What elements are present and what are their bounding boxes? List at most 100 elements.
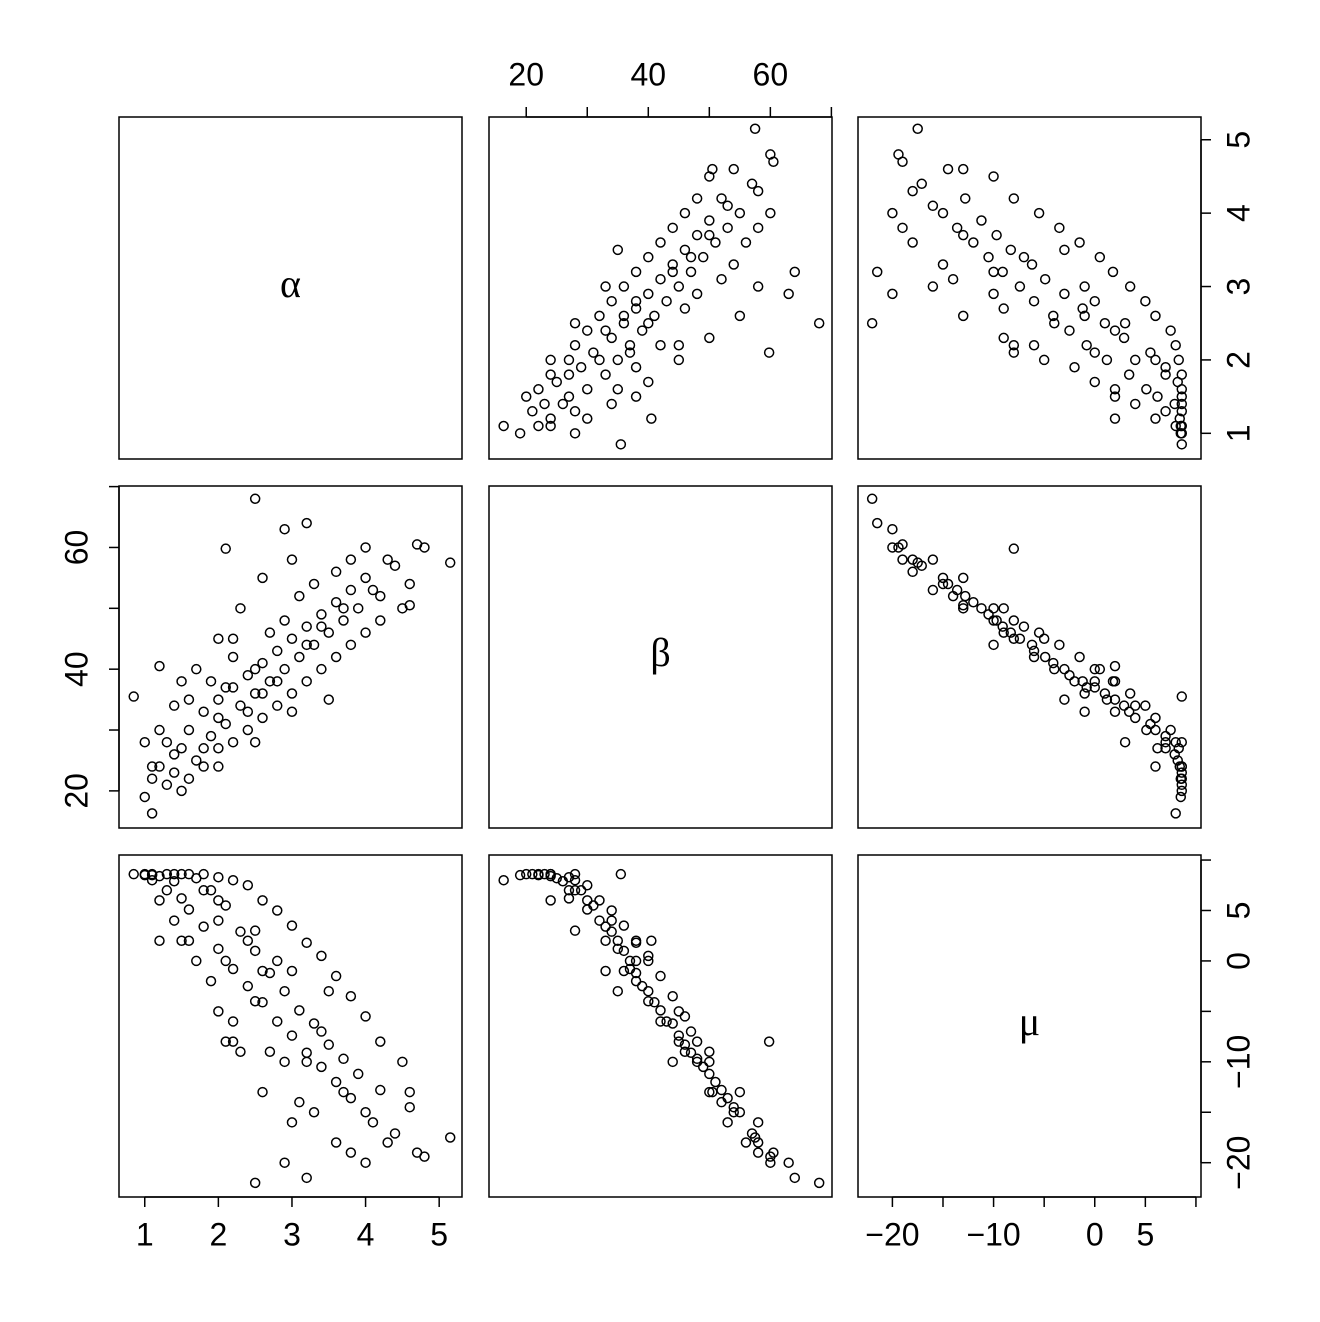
point <box>539 398 550 410</box>
point <box>624 955 636 967</box>
point <box>227 963 239 975</box>
point <box>294 651 305 663</box>
point <box>643 317 654 329</box>
point <box>937 572 949 584</box>
point <box>404 578 415 590</box>
point <box>257 657 268 669</box>
point <box>330 651 342 663</box>
point <box>897 156 908 168</box>
variable-label: μ <box>1019 999 1040 1044</box>
point <box>752 1117 764 1128</box>
point <box>301 1056 312 1068</box>
point <box>520 868 532 880</box>
point <box>242 670 254 681</box>
point <box>752 185 764 197</box>
point <box>1064 325 1075 336</box>
point <box>176 868 187 880</box>
point <box>161 868 173 880</box>
point <box>279 985 290 997</box>
point <box>722 200 733 212</box>
point <box>887 523 898 535</box>
point <box>582 895 593 906</box>
point <box>257 965 268 977</box>
point <box>139 868 151 880</box>
x-tick-label: −10 <box>966 1216 1020 1252</box>
scatter-panel <box>866 493 1188 819</box>
point <box>569 868 581 880</box>
point <box>728 1101 739 1113</box>
point <box>907 237 918 248</box>
point <box>643 376 654 388</box>
point <box>968 596 979 608</box>
point <box>679 1046 691 1057</box>
point <box>220 543 231 554</box>
point <box>545 868 556 880</box>
point <box>988 639 999 651</box>
point <box>404 600 415 611</box>
point <box>1028 339 1040 351</box>
point <box>1176 428 1188 439</box>
point <box>272 700 283 711</box>
point <box>330 596 342 608</box>
point <box>375 615 386 626</box>
point <box>360 542 371 553</box>
point <box>1008 339 1020 351</box>
point <box>594 915 605 926</box>
point <box>749 123 761 134</box>
point <box>168 915 180 926</box>
point <box>1089 347 1101 358</box>
point <box>1123 706 1135 718</box>
point <box>600 281 611 292</box>
point <box>612 985 624 997</box>
point <box>998 303 1009 314</box>
point <box>514 428 526 439</box>
point <box>1170 736 1181 748</box>
point <box>272 905 283 916</box>
point <box>213 633 224 644</box>
point <box>545 369 556 380</box>
point <box>498 420 509 432</box>
point <box>213 694 224 705</box>
point <box>630 295 642 307</box>
point <box>1109 325 1121 336</box>
point <box>286 1117 298 1128</box>
point <box>1176 691 1188 702</box>
point <box>1069 676 1080 687</box>
point <box>937 578 949 590</box>
point <box>871 517 883 529</box>
point <box>866 317 878 329</box>
point <box>1160 369 1171 380</box>
point <box>286 554 298 565</box>
point <box>947 590 959 602</box>
point <box>991 229 1002 241</box>
point <box>264 627 276 638</box>
point <box>301 1172 312 1184</box>
point <box>685 1047 697 1058</box>
point <box>667 990 678 1002</box>
point <box>563 885 575 896</box>
point <box>1150 724 1161 736</box>
point <box>1118 700 1130 711</box>
point <box>527 406 538 417</box>
point <box>563 871 575 883</box>
point <box>988 288 999 300</box>
point <box>279 1056 290 1068</box>
point <box>673 339 685 351</box>
point <box>927 554 939 565</box>
point <box>1059 244 1070 256</box>
point <box>947 273 959 285</box>
point <box>1089 676 1101 687</box>
point <box>1008 347 1020 358</box>
point <box>360 1157 371 1168</box>
point <box>286 633 298 644</box>
point <box>728 163 739 175</box>
point <box>352 1068 364 1080</box>
point <box>813 317 825 329</box>
point <box>1099 688 1111 699</box>
point <box>345 990 357 1002</box>
point <box>1018 621 1030 632</box>
point <box>563 354 575 366</box>
point <box>1038 633 1050 644</box>
y-tick-label: −20 <box>1220 1136 1256 1190</box>
point <box>345 1092 357 1104</box>
